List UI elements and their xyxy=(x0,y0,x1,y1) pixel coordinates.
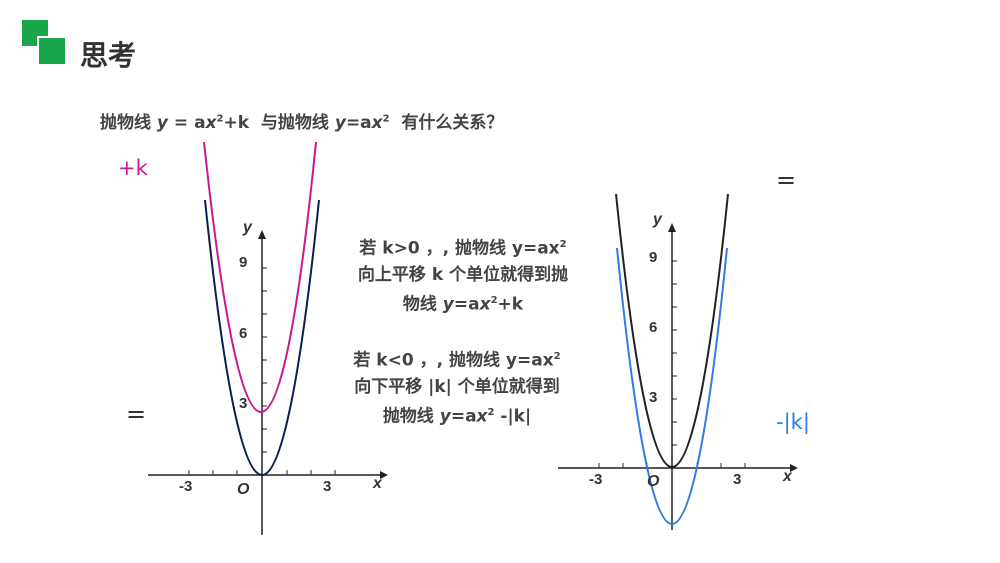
left-parabola-navy xyxy=(204,199,320,476)
rule-shift-up: 若 k>0 ，, 抛物线 y=ax2 向上平移 k 个单位就得到抛 物线 y=a… xyxy=(357,238,569,315)
right-parabola-blue xyxy=(616,247,728,525)
equals-sign-left: = xyxy=(126,400,147,428)
right-y-tick-3: 3 xyxy=(649,389,657,406)
right-x-tick-3: 3 xyxy=(733,471,741,488)
equals-sign-right: = xyxy=(776,166,797,194)
left-y-tick-6: 6 xyxy=(239,325,247,342)
right-parabola-graph: y x O 9 6 3 -3 3 xyxy=(558,193,798,530)
left-origin-label: O xyxy=(237,481,250,498)
right-y-arrow xyxy=(668,223,676,232)
left-y-label: y xyxy=(242,219,253,236)
left-x-tick-3: 3 xyxy=(323,478,331,495)
left-y-arrow xyxy=(258,230,266,239)
rule-shift-down: 若 k<0 ，, 抛物线 y=ax2 向下平移 |k| 个单位就得到 抛物线 y… xyxy=(353,350,561,427)
left-y-tick-9: 9 xyxy=(239,254,247,271)
left-parabola-magenta xyxy=(203,141,317,413)
logo-square-front xyxy=(37,36,67,66)
right-y-label: y xyxy=(652,211,663,228)
left-x-label: x xyxy=(372,475,383,492)
minus-k-label: -|k| xyxy=(776,410,810,434)
right-parabola-black xyxy=(615,193,729,468)
left-x-tick-neg3: -3 xyxy=(179,478,192,495)
right-y-tick-6: 6 xyxy=(649,319,657,336)
right-x-tick-neg3: -3 xyxy=(589,471,602,488)
left-x-arrow xyxy=(380,471,388,479)
left-parabola-graph: y x O 9 6 3 -3 3 xyxy=(148,141,388,535)
page-title: 思考 xyxy=(80,39,137,72)
left-y-tick-3: 3 xyxy=(239,395,247,412)
right-x-arrow xyxy=(790,464,798,472)
right-y-tick-9: 9 xyxy=(649,249,657,266)
right-x-label: x xyxy=(782,468,793,485)
question-text: 抛物线 y = ax2+k 与抛物线 y=ax2 有什么关系？ xyxy=(100,113,504,133)
right-origin-label: O xyxy=(647,473,660,490)
plus-k-label: +k xyxy=(118,156,148,180)
